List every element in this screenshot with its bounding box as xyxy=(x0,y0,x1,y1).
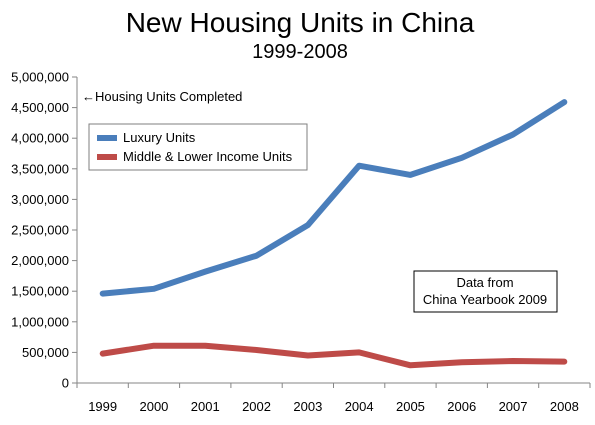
chart-subtitle: 1999-2008 xyxy=(252,41,348,63)
data-point xyxy=(358,165,360,167)
x-tick-label: 2001 xyxy=(191,399,220,414)
x-tick-label: 2000 xyxy=(139,399,168,414)
y-tick-label: 1,500,000 xyxy=(11,284,69,299)
y-tick-label: 3,500,000 xyxy=(11,161,69,176)
data-point xyxy=(102,353,104,355)
x-tick-label: 2004 xyxy=(345,399,374,414)
y-tick-label: 5,000,000 xyxy=(11,70,69,85)
legend-box xyxy=(88,123,308,171)
data-point xyxy=(153,345,155,347)
annotation-box xyxy=(413,270,558,313)
data-point xyxy=(307,224,309,226)
series-line-middle-lower xyxy=(99,342,568,369)
series-lines xyxy=(99,99,568,369)
data-point xyxy=(409,174,411,176)
data-point xyxy=(461,157,463,159)
y-tick-label: 1,000,000 xyxy=(11,314,69,329)
x-tick-label: 2002 xyxy=(242,399,271,414)
x-tick-label: 2007 xyxy=(499,399,528,414)
annotation-line-1: Data from xyxy=(456,275,513,290)
data-point xyxy=(409,364,411,366)
y-axis-note: ←Housing Units Completed xyxy=(82,89,242,104)
data-point xyxy=(307,354,309,356)
y-tick-label: 4,500,000 xyxy=(11,100,69,115)
data-point xyxy=(563,361,565,363)
data-point xyxy=(153,288,155,290)
legend-label-luxury: Luxury Units xyxy=(123,130,196,145)
x-tick-label: 2006 xyxy=(447,399,476,414)
data-point xyxy=(256,349,258,351)
y-tick-label: 2,500,000 xyxy=(11,223,69,238)
data-point xyxy=(256,255,258,257)
data-point xyxy=(358,351,360,353)
y-tick-label: 3,000,000 xyxy=(11,192,69,207)
data-point xyxy=(512,360,514,362)
data-point xyxy=(204,271,206,273)
y-tick-label: 0 xyxy=(62,376,69,391)
data-point xyxy=(204,345,206,347)
series-line-luxury xyxy=(99,99,568,297)
legend: Luxury Units Middle & Lower Income Units xyxy=(88,123,308,171)
data-point xyxy=(461,361,463,363)
data-point xyxy=(512,134,514,136)
x-tick-label: 2008 xyxy=(550,399,579,414)
x-tick-label: 2005 xyxy=(396,399,425,414)
data-source-annotation: Data from China Yearbook 2009 xyxy=(413,270,558,313)
y-tick-label: 2,000,000 xyxy=(11,253,69,268)
y-tick-label: 4,000,000 xyxy=(11,131,69,146)
x-tick-label: 1999 xyxy=(88,399,117,414)
data-point xyxy=(563,101,565,103)
y-tick-label: 500,000 xyxy=(22,345,69,360)
legend-label-middle-lower: Middle & Lower Income Units xyxy=(123,149,293,164)
y-axis-ticks: 0 500,000 1,000,000 1,500,000 2,000,000 2,500… xyxy=(11,70,77,391)
chart-title: New Housing Units in China xyxy=(126,7,475,38)
x-axis-ticks: 1999 2000 2001 2002 2003 2004 2005 2006 2007 2008 xyxy=(76,383,591,414)
x-tick-label: 2003 xyxy=(293,399,322,414)
data-point xyxy=(102,293,104,295)
annotation-line-2: China Yearbook 2009 xyxy=(423,292,547,307)
